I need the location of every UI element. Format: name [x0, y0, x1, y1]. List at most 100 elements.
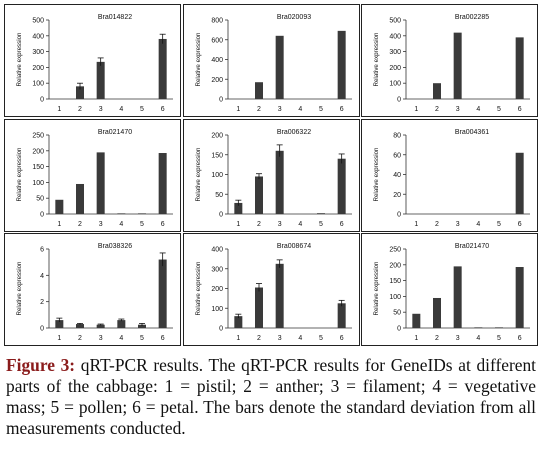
x-tick-label: 2 [78, 106, 82, 113]
bar-2 [255, 176, 263, 214]
bar-6 [515, 37, 524, 99]
y-tick-label: 0 [219, 97, 223, 104]
x-tick-label: 6 [161, 335, 165, 342]
x-tick-label: 6 [518, 335, 522, 342]
y-tick-label: 2 [40, 299, 44, 306]
chart-svg-8: 0 100 200 300 400 Relative expression Bra00867… [195, 243, 352, 342]
figure-grid: 0 100 200 300 400 500 Relative expression Bra01… [4, 4, 538, 346]
bar-1 [234, 316, 243, 328]
bar-2 [433, 83, 441, 99]
y-axis-title: Relative expression [195, 147, 202, 202]
y-tick-label: 6 [40, 247, 44, 254]
x-tick-label: 2 [435, 221, 439, 228]
x-tick-label: 1 [57, 221, 61, 228]
x-tick-label: 4 [298, 106, 302, 113]
y-tick-label: 50 [36, 196, 44, 203]
x-tick-label: 2 [435, 335, 439, 342]
x-tick-label: 3 [456, 221, 460, 228]
chart-svg-7: 0 2 4 6 Relative expression Bra038326 1 2 3 4 5 6 [16, 243, 173, 342]
chart-svg-4: 0 50 100 150 200 250 Relative expression Bra021… [16, 129, 173, 228]
x-tick-label: 3 [456, 335, 460, 342]
bar-5 [138, 213, 146, 214]
x-tick-label: 1 [414, 106, 418, 113]
caption-label: Figure 3: [6, 355, 76, 375]
bar-3 [275, 150, 284, 214]
y-tick-label: 200 [32, 65, 44, 72]
y-tick-label: 100 [211, 172, 223, 179]
y-tick-label: 300 [32, 49, 44, 56]
x-tick-label: 2 [257, 335, 261, 342]
y-tick-label: 200 [211, 286, 223, 293]
x-tick-label: 4 [119, 106, 123, 113]
x-tick-label: 6 [518, 106, 522, 113]
y-tick-label: 0 [397, 97, 401, 104]
y-tick-label: 400 [211, 57, 223, 64]
bar-6 [158, 259, 167, 328]
chart-title: Bra021470 [455, 243, 489, 250]
y-tick-label: 300 [211, 266, 223, 273]
y-axis-title: Relative expression [195, 261, 202, 316]
y-tick-label: 0 [40, 97, 44, 104]
x-tick-label: 3 [99, 106, 103, 113]
x-tick-label: 2 [257, 221, 261, 228]
chart-title: Bra008674 [277, 243, 311, 250]
y-tick-label: 200 [211, 77, 223, 84]
y-tick-label: 400 [211, 247, 223, 254]
bar-3 [96, 152, 105, 214]
chart-svg-6: 0 20 40 60 80 Relative expression Bra004361 1 2 3… [373, 129, 530, 228]
chart-title: Bra014822 [98, 14, 132, 21]
x-tick-label: 5 [319, 221, 323, 228]
y-tick-label: 200 [32, 148, 44, 155]
y-tick-label: 400 [32, 33, 44, 40]
chart-svg-5: 0 50 100 150 200 Relative expression Bra006322… [195, 129, 352, 228]
chart-panel-5: 0 50 100 150 200 Relative expression Bra006322… [183, 119, 360, 232]
bar-3 [275, 35, 284, 99]
bar-6 [515, 267, 524, 328]
x-tick-label: 2 [78, 335, 82, 342]
bar-4 [474, 327, 483, 328]
x-tick-label: 4 [476, 335, 480, 342]
x-tick-label: 5 [140, 106, 144, 113]
chart-svg-9: 0 50 100 150 200 250 Relative expression Bra021… [373, 243, 530, 342]
bar-2 [76, 183, 84, 214]
x-tick-label: 4 [298, 221, 302, 228]
y-tick-label: 40 [393, 172, 401, 179]
chart-panel-9: 0 50 100 150 200 250 Relative expression Bra021… [361, 233, 538, 346]
x-tick-label: 3 [278, 106, 282, 113]
y-tick-label: 100 [32, 81, 44, 88]
x-tick-label: 5 [319, 106, 323, 113]
bar-3 [275, 263, 284, 328]
y-axis-title: Relative expression [373, 147, 380, 202]
x-tick-label: 1 [57, 106, 61, 113]
y-axis-title: Relative expression [16, 261, 23, 316]
x-tick-label: 2 [435, 106, 439, 113]
y-tick-label: 0 [397, 212, 401, 219]
bar-2 [255, 287, 263, 328]
chart-panel-1: 0 100 200 300 400 500 Relative expression Bra01… [4, 4, 181, 117]
chart-panel-3: 0 100 200 300 400 500 Relative expression Bra00… [361, 4, 538, 117]
bar-3 [453, 32, 462, 99]
chart-svg-3: 0 100 200 300 400 500 Relative expression Bra00… [373, 14, 530, 113]
bar-1 [55, 199, 64, 214]
x-tick-label: 2 [78, 221, 82, 228]
bar-5 [138, 324, 146, 328]
chart-title: Bra004361 [455, 129, 489, 136]
chart-svg-1: 0 100 200 300 400 500 Relative expression Bra01… [16, 14, 173, 113]
bar-6 [337, 303, 346, 328]
y-tick-label: 500 [389, 18, 401, 25]
chart-panel-2: 0 200 400 600 800 Relative expression Bra02009… [183, 4, 360, 117]
bar-6 [158, 153, 167, 214]
bar-2 [76, 324, 84, 328]
x-tick-label: 6 [161, 221, 165, 228]
y-tick-label: 100 [32, 180, 44, 187]
bar-5 [317, 213, 325, 214]
y-tick-label: 400 [389, 33, 401, 40]
y-tick-label: 300 [389, 49, 401, 56]
y-tick-label: 100 [211, 306, 223, 313]
y-tick-label: 800 [211, 18, 223, 25]
y-tick-label: 200 [211, 133, 223, 140]
chart-title: Bra021470 [98, 129, 132, 136]
x-tick-label: 5 [497, 106, 501, 113]
x-tick-label: 2 [257, 106, 261, 113]
x-tick-label: 4 [476, 106, 480, 113]
